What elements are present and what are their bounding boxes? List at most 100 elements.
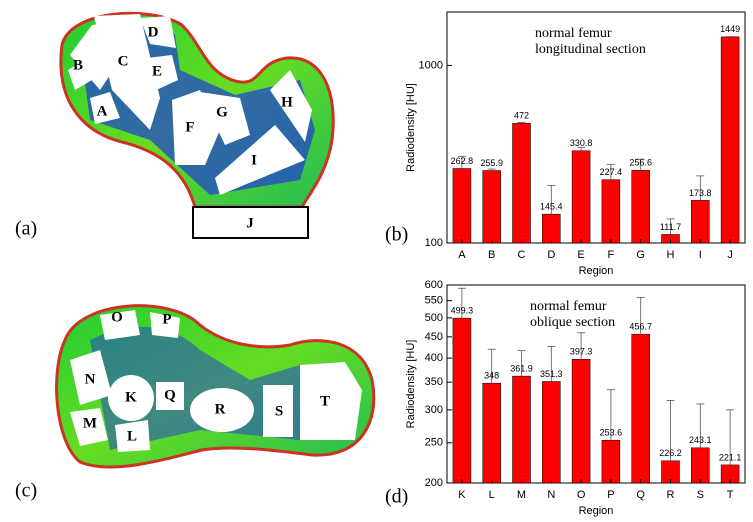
region-label: F (185, 119, 194, 135)
region-label: I (251, 152, 257, 168)
x-tick-label: B (488, 249, 495, 261)
region-label: A (97, 103, 108, 119)
annotation: normal femur (535, 26, 612, 41)
region-label: G (216, 104, 228, 120)
y-tick-label: 1000 (419, 59, 443, 71)
y-tick-label: 250 (425, 437, 443, 449)
bar (571, 359, 591, 484)
y-tick-label: 450 (425, 331, 443, 343)
x-tick-label: O (577, 489, 586, 501)
y-tick-label: 350 (425, 376, 443, 388)
x-tick-label: N (547, 489, 555, 501)
value-label: 227.4 (600, 167, 623, 177)
region-label: M (83, 415, 97, 431)
y-tick-label: 400 (425, 352, 443, 364)
region-label: D (148, 24, 159, 40)
region-label: T (320, 393, 330, 409)
bar (691, 447, 710, 484)
x-tick-label: P (607, 489, 614, 501)
y-tick-label: 300 (425, 404, 443, 416)
bar (631, 170, 650, 244)
value-label: 1449 (720, 24, 740, 34)
x-tick-label: G (636, 249, 645, 261)
bar (691, 200, 710, 244)
y-tick-label: 500 (425, 312, 443, 324)
bar (601, 179, 621, 244)
x-axis-label: Region (579, 265, 614, 277)
bar (452, 168, 472, 244)
value-label: 255.9 (480, 158, 503, 168)
y-axis-label: Radiodensity [HU] (405, 83, 417, 172)
region-label: P (162, 311, 171, 327)
annotation: normal femur (530, 299, 607, 314)
annotation: longitudinal section (535, 42, 646, 57)
bar (571, 150, 591, 244)
region-label: B (73, 57, 83, 73)
x-tick-label: J (727, 249, 733, 261)
plot-frame (446, 11, 746, 244)
value-label: 348 (484, 371, 499, 381)
x-axis-label: Region (579, 505, 614, 517)
femur-longitudinal (59, 11, 335, 239)
region-label: S (275, 403, 283, 419)
x-tick-label: R (667, 489, 675, 501)
value-label: 397.3 (570, 347, 593, 357)
x-tick-label: C (518, 249, 526, 261)
panel-label: (d) (385, 486, 408, 508)
bar (542, 213, 561, 244)
x-tick-label: A (458, 249, 466, 261)
x-tick-label: F (608, 249, 615, 261)
y-tick-label: 200 (425, 477, 443, 489)
value-label: 456.7 (629, 322, 652, 332)
bar (512, 123, 531, 244)
x-tick-label: T (727, 489, 734, 501)
panel-label: (b) (385, 224, 408, 246)
value-label: 111.7 (660, 222, 681, 232)
value-label: 221.1 (719, 452, 742, 462)
value-label: 256.6 (629, 158, 652, 168)
region-label: E (152, 63, 162, 79)
x-tick-label: K (458, 489, 466, 501)
plot-frame (446, 284, 746, 484)
x-tick-label: D (547, 249, 555, 261)
region-label: Q (164, 387, 176, 403)
value-label: 253.6 (600, 428, 623, 438)
region-label: K (125, 389, 137, 405)
bar (452, 317, 472, 484)
y-tick-label: 600 (425, 279, 443, 291)
x-tick-label: M (517, 489, 526, 501)
x-tick-label: I (699, 249, 702, 261)
x-tick-label: E (577, 249, 584, 261)
y-tick-label: 550 (425, 295, 443, 307)
value-label: 243.1 (689, 435, 712, 445)
bar (542, 381, 561, 484)
value-label: 262.8 (451, 156, 474, 166)
bar (512, 375, 531, 484)
region-label: H (281, 94, 293, 110)
femur-oblique (55, 304, 376, 469)
x-tick-label: S (697, 489, 704, 501)
value-label: 173.8 (689, 188, 712, 198)
region-label: L (127, 428, 137, 444)
value-label: 499.3 (451, 305, 474, 315)
x-tick-label: H (667, 249, 675, 261)
region-label: R (215, 401, 226, 417)
value-label: 330.8 (570, 138, 593, 148)
region-label: O (111, 309, 123, 325)
value-label: 351.3 (540, 369, 563, 379)
value-label: 361.9 (510, 363, 533, 373)
value-label: 472 (514, 111, 529, 121)
annotation: oblique section (530, 315, 615, 330)
value-label: 226.2 (659, 448, 682, 458)
bar (631, 333, 650, 484)
region-label: N (85, 371, 96, 387)
bar (601, 439, 621, 484)
x-tick-label: L (489, 489, 495, 501)
region-label: J (246, 215, 254, 231)
bar (720, 36, 740, 244)
y-tick-label: 100 (425, 237, 443, 249)
bar (482, 170, 501, 244)
bar (482, 382, 501, 484)
region-label: C (118, 53, 129, 69)
